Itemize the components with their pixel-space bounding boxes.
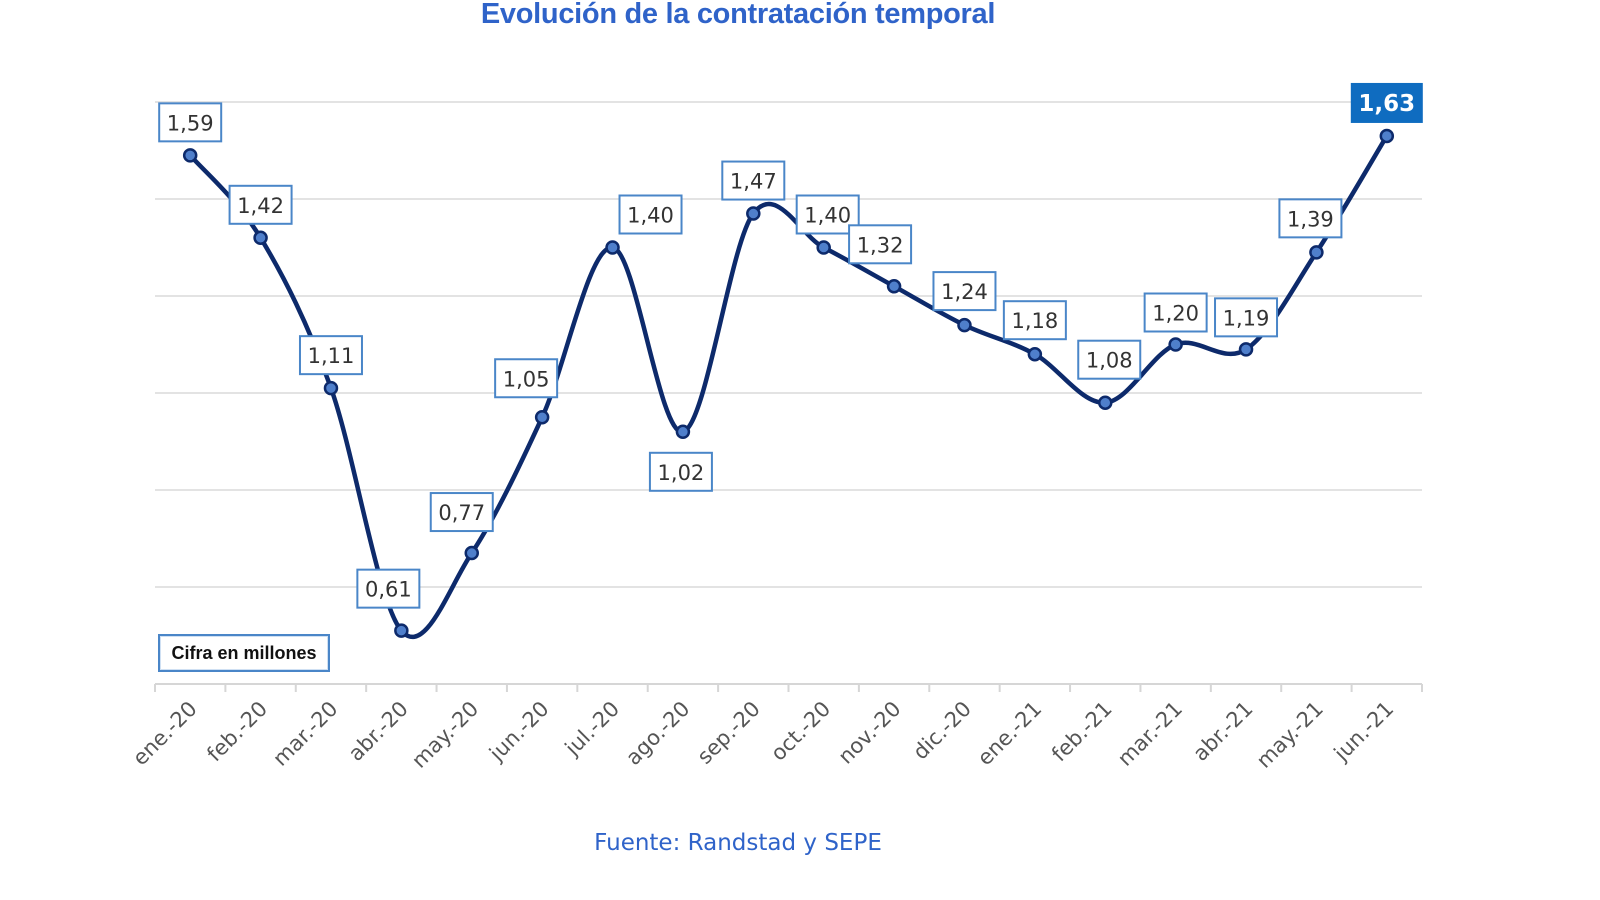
data-label-text: 1,08: [1086, 349, 1133, 373]
source-note: Fuente: Randstad y SEPE: [594, 830, 882, 856]
data-label-box: [494, 358, 559, 399]
data-label: 1,47: [721, 160, 786, 201]
data-point: [323, 380, 339, 396]
data-label: 1,59: [158, 102, 223, 143]
data-label-text: 1,05: [503, 367, 550, 391]
x-tick-label: jun.-21: [1329, 697, 1399, 767]
data-label-box: [158, 102, 223, 143]
data-label-text: 1,40: [627, 204, 674, 228]
data-point: [1027, 346, 1043, 362]
data-label: 1,20: [1143, 292, 1208, 333]
x-tick-label: sep.-20: [693, 697, 765, 769]
data-label-text: 1,63: [1358, 91, 1415, 117]
data-point: [1098, 395, 1113, 410]
data-label-text: 1,32: [857, 233, 904, 257]
data-label-text: 1,40: [804, 204, 851, 228]
x-tick-label: abr.-21: [1188, 697, 1257, 766]
data-point: [746, 206, 761, 221]
data-label-box: [429, 492, 494, 533]
data-label: 1,24: [932, 271, 997, 312]
data-label-box: [356, 568, 421, 609]
x-tick-label: oct.-20: [766, 697, 835, 766]
data-label: 1,40: [795, 194, 860, 235]
data-label: 1,02: [648, 451, 713, 492]
data-label-text: 1,59: [167, 111, 214, 135]
data-label: 1,63: [1350, 82, 1423, 123]
data-label-box: [1350, 82, 1423, 123]
data-label-box: [648, 451, 713, 492]
data-point: [957, 317, 972, 333]
x-tick-label: abr.-20: [344, 697, 413, 766]
x-tick-label: jun.-20: [484, 697, 554, 767]
data-point: [1379, 128, 1395, 144]
data-label-text: 1,02: [658, 461, 705, 485]
series-line-layer: [187, 133, 1390, 640]
x-tick-label: feb.-21: [1047, 697, 1117, 767]
x-tick-label: nov.-20: [834, 697, 906, 769]
data-label: 1,18: [1002, 300, 1067, 341]
data-point: [464, 545, 479, 561]
data-label-box: [298, 335, 363, 376]
data-point: [886, 279, 902, 294]
data-label-box: [228, 184, 293, 225]
chart-title: Evolución de la contratación temporal: [480, 0, 996, 30]
data-label-box: [1278, 198, 1343, 239]
data-label-text: 1,42: [237, 194, 284, 218]
data-label-box: [848, 224, 913, 265]
data-label-box: [932, 271, 997, 312]
data-label: 1,40: [618, 194, 683, 235]
data-point: [394, 623, 409, 638]
x-tick-label: jul.-20: [560, 697, 624, 761]
data-point: [675, 424, 691, 440]
x-tick-label: feb.-20: [202, 697, 272, 767]
data-label: 0,61: [356, 568, 421, 609]
data-label-text: 0,77: [438, 501, 485, 525]
data-points: [182, 128, 1395, 638]
data-label: 1,19: [1214, 297, 1279, 338]
x-tick-label: dic.-20: [908, 697, 976, 765]
data-label: 1,39: [1278, 198, 1343, 239]
x-tick-label: ago.-20: [621, 697, 694, 770]
x-tick-label: ene.-21: [973, 697, 1047, 771]
data-label-box: [1143, 292, 1208, 333]
unit-note: Cifra en millones: [158, 634, 330, 672]
data-point: [253, 230, 268, 246]
data-label-text: 1,11: [308, 344, 355, 368]
data-point: [1309, 245, 1324, 260]
x-tick-label: may.-21: [1252, 697, 1328, 773]
data-label: 1,11: [298, 335, 363, 376]
data-label-text: 1,39: [1287, 207, 1334, 231]
data-point: [1168, 337, 1183, 352]
data-label: 1,05: [494, 358, 559, 399]
data-label: 1,42: [228, 184, 293, 225]
data-label-box: [721, 160, 786, 201]
x-tick-label: ene.-20: [128, 697, 202, 771]
data-label-box: [1077, 339, 1142, 380]
x-tick-label: mar.-20: [268, 697, 342, 771]
data-label: 0,77: [429, 492, 494, 533]
data-label: 1,32: [848, 224, 913, 265]
data-label-box: [1214, 297, 1279, 338]
series-line: [187, 133, 1390, 640]
data-point: [182, 148, 198, 163]
data-point: [605, 240, 620, 255]
data-label-text: 1,19: [1223, 306, 1270, 330]
data-label-text: 1,20: [1152, 302, 1199, 326]
data-label-text: 0,61: [365, 578, 412, 602]
data-label: 1,08: [1077, 339, 1142, 380]
data-label-text: 1,18: [1011, 309, 1058, 333]
data-point: [534, 410, 550, 425]
x-tick-label: may.-20: [407, 697, 483, 773]
data-point: [816, 240, 831, 255]
data-point: [1238, 342, 1254, 357]
data-label-box: [1002, 300, 1067, 341]
data-label-text: 1,24: [941, 280, 988, 304]
x-tick-label: mar.-21: [1113, 697, 1187, 771]
data-labels: 1,59 1,42 1,11 0,61 0,77 1,05 1,40 1,02 1,47 1,40…: [158, 82, 1423, 609]
data-label-text: 1,47: [730, 170, 777, 194]
data-label-box: [618, 194, 683, 235]
